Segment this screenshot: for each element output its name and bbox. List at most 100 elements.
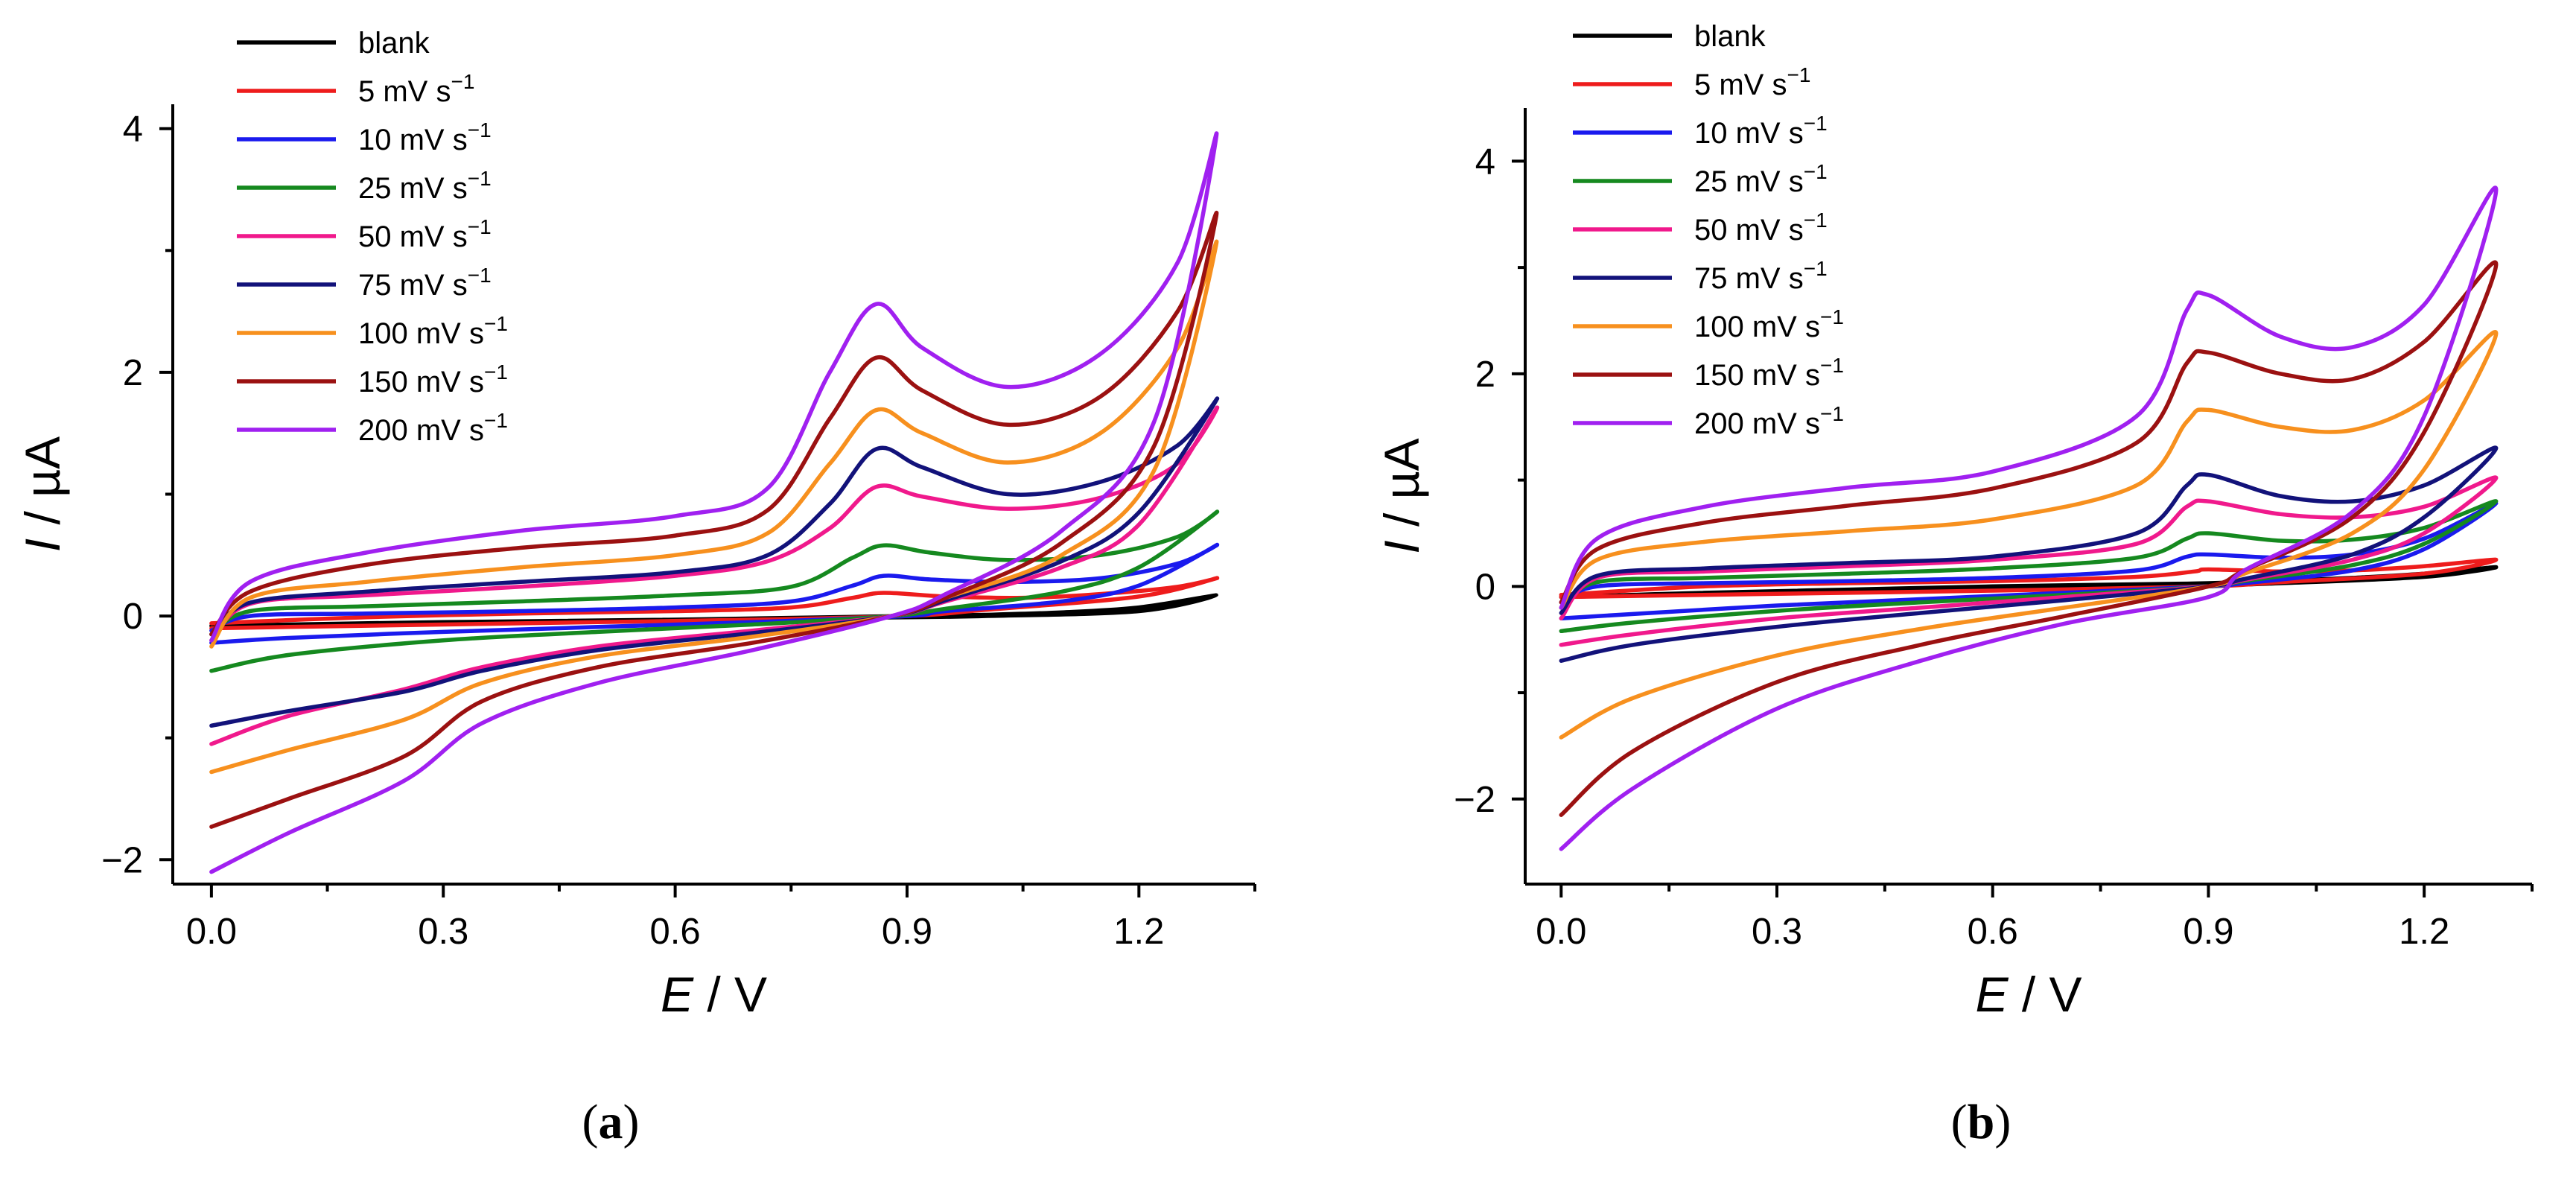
y-axis-title: I / µA xyxy=(1374,438,1429,553)
legend-label-main: 25 mV s xyxy=(358,172,468,205)
legend-label-superscript: −1 xyxy=(468,264,492,287)
panel-a: 0.0 0.3 0.6 0.9 1.2 −2 0 2 4 E / V I / µA blank 5 mV… xyxy=(15,27,1256,1149)
legend-label: 50 mV s−1 xyxy=(1694,209,1828,247)
series-curve-75-mv-s xyxy=(1559,445,2499,663)
y-axis-title: I / µA xyxy=(15,436,70,552)
x-tick-label: 0.3 xyxy=(1752,912,1802,952)
legend-label: blank xyxy=(358,27,430,60)
panel-label-letter: a xyxy=(599,1095,623,1149)
series-curve-150-mv-s xyxy=(209,211,1219,829)
x-tick-label: 0.6 xyxy=(1968,912,2018,952)
legend-label-main: 100 mV s xyxy=(1694,311,1820,343)
y-tick-label: 4 xyxy=(1475,142,1495,182)
legend-label-main: 75 mV s xyxy=(358,269,468,302)
x-tick-label: 0.3 xyxy=(418,912,468,952)
legend-label-main: 150 mV s xyxy=(1694,359,1820,392)
series-curve-100-mv-s xyxy=(1559,329,2499,740)
y-tick-label: 2 xyxy=(123,353,143,393)
y-axis-unit: / µA xyxy=(1374,438,1429,540)
legend-label-main: 50 mV s xyxy=(1694,214,1804,247)
y-tick-label: 0 xyxy=(123,597,143,637)
legend-label: blank xyxy=(1694,20,1766,53)
y-tick-label: −2 xyxy=(101,840,143,880)
legend-label-superscript: −1 xyxy=(451,70,474,93)
x-axis-title: E / V xyxy=(661,967,767,1022)
legend-label: 150 mV s−1 xyxy=(358,360,508,398)
legend-label-superscript: −1 xyxy=(1787,63,1810,86)
panel-label-close: ) xyxy=(623,1095,640,1149)
series-curve-50-mv-s xyxy=(209,405,1220,746)
legend-label: 10 mV s−1 xyxy=(358,118,492,156)
y-tick-label: 2 xyxy=(1475,355,1495,395)
series-curve-10-mv-s xyxy=(209,542,1220,645)
legend-label-main: blank xyxy=(358,27,430,60)
legend-label-superscript: −1 xyxy=(484,312,508,335)
legend-label-superscript: −1 xyxy=(484,360,508,384)
legend-label-main: 150 mV s xyxy=(358,366,484,398)
panel-label-open: ( xyxy=(1951,1095,1968,1149)
series-curve-10-mv-s xyxy=(1559,501,2499,620)
y-tick-label: 0 xyxy=(1475,567,1495,607)
legend-label-main: 200 mV s xyxy=(1694,407,1820,440)
y-tick-label: 4 xyxy=(123,109,143,150)
x-tick-label: 1.2 xyxy=(1113,912,1164,952)
y-axis-unit: / µA xyxy=(15,436,70,538)
x-axis-title: E / V xyxy=(1975,967,2082,1022)
legend-label: 50 mV s−1 xyxy=(358,215,492,253)
series-curve-200-mv-s xyxy=(1559,185,2499,851)
legend-label: 5 mV s−1 xyxy=(1694,63,1810,101)
legend-label-main: 5 mV s xyxy=(358,75,451,108)
legend-label: 5 mV s−1 xyxy=(358,70,474,108)
x-tick-label: 0.0 xyxy=(1536,912,1586,952)
legend-label: 150 mV s−1 xyxy=(1694,354,1844,392)
legend-label-main: 50 mV s xyxy=(358,220,468,253)
legend-label: 25 mV s−1 xyxy=(358,167,492,205)
x-tick-label: 0.9 xyxy=(2183,912,2233,952)
legend-label-superscript: −1 xyxy=(1804,257,1828,280)
x-tick-label: 1.2 xyxy=(2399,912,2449,952)
x-axis-unit: / V xyxy=(2008,967,2082,1022)
series-curve-200-mv-s xyxy=(209,131,1219,874)
legend-label-superscript: −1 xyxy=(1804,160,1828,183)
legend-label: 100 mV s−1 xyxy=(358,312,508,350)
legend-label-superscript: −1 xyxy=(468,215,492,238)
x-tick-label: 0.9 xyxy=(882,912,932,952)
x-tick-label: 0.0 xyxy=(186,912,237,952)
legend-label-superscript: −1 xyxy=(1820,305,1844,328)
legend-label-main: 25 mV s xyxy=(1694,165,1804,198)
panel-label-letter: b xyxy=(1968,1095,1995,1149)
panel-label-close: ) xyxy=(1994,1095,2011,1149)
y-axis-variable: I xyxy=(15,538,70,552)
legend-label-main: blank xyxy=(1694,20,1766,53)
legend-label: 200 mV s−1 xyxy=(1694,402,1844,440)
legend-label-main: 200 mV s xyxy=(358,414,484,447)
series-curve-150-mv-s xyxy=(1559,260,2499,817)
panel-label: (a) xyxy=(582,1095,640,1149)
legend-label-main: 10 mV s xyxy=(1694,117,1804,150)
legend-label: 10 mV s−1 xyxy=(1694,112,1828,150)
y-axis-variable: I xyxy=(1374,540,1429,553)
legend-label: 75 mV s−1 xyxy=(1694,257,1828,295)
series-curve-75-mv-s xyxy=(209,396,1220,728)
legend-label-main: 75 mV s xyxy=(1694,262,1804,295)
legend-label-superscript: −1 xyxy=(1804,209,1828,232)
legend-label: 200 mV s−1 xyxy=(358,409,508,447)
legend-label: 75 mV s−1 xyxy=(358,264,492,302)
y-tick-label: −2 xyxy=(1454,780,1495,820)
legend-label-superscript: −1 xyxy=(1820,402,1844,425)
panel-b: 0.0 0.3 0.6 0.9 1.2 −2 0 2 4 E / V I / µA blank 5 mV… xyxy=(1374,20,2534,1149)
series-curve-5-mv-s xyxy=(1559,557,2499,600)
legend-label-main: 5 mV s xyxy=(1694,69,1787,101)
legend-label-superscript: −1 xyxy=(468,118,492,142)
x-axis-unit: / V xyxy=(693,967,767,1022)
x-axis-variable: E xyxy=(1975,967,2009,1022)
series-curve-25-mv-s xyxy=(209,509,1220,673)
series-curve-50-mv-s xyxy=(1559,475,2499,647)
legend-label-main: 100 mV s xyxy=(358,317,484,350)
x-axis-variable: E xyxy=(661,967,694,1022)
legend-label: 100 mV s−1 xyxy=(1694,305,1844,343)
legend-label-superscript: −1 xyxy=(484,409,508,432)
series-curve-25-mv-s xyxy=(1559,499,2499,634)
legend-label-main: 10 mV s xyxy=(358,124,468,156)
legend-label: 25 mV s−1 xyxy=(1694,160,1828,198)
